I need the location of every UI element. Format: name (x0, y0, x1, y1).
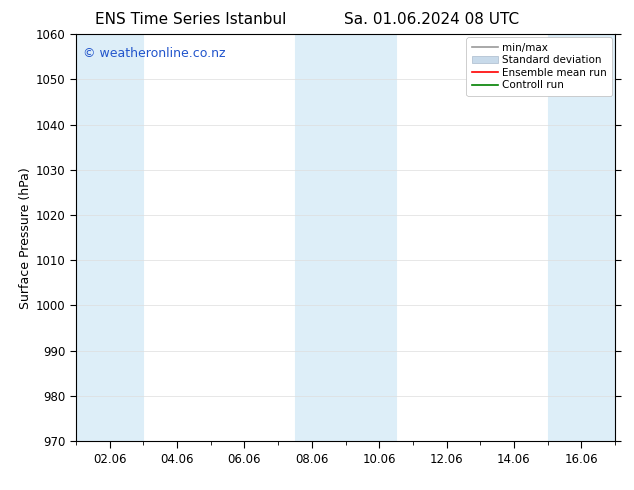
Bar (295, 34, 396, 441)
Text: Sa. 01.06.2024 08 UTC: Sa. 01.06.2024 08 UTC (344, 12, 519, 27)
Legend: min/max, Standard deviation, Ensemble mean run, Controll run: min/max, Standard deviation, Ensemble me… (467, 37, 612, 96)
Text: ENS Time Series Istanbul: ENS Time Series Istanbul (94, 12, 286, 27)
Text: © weatheronline.co.nz: © weatheronline.co.nz (82, 47, 225, 59)
Y-axis label: Surface Pressure (hPa): Surface Pressure (hPa) (19, 167, 32, 309)
Bar (76, 34, 143, 441)
Bar (548, 34, 615, 441)
